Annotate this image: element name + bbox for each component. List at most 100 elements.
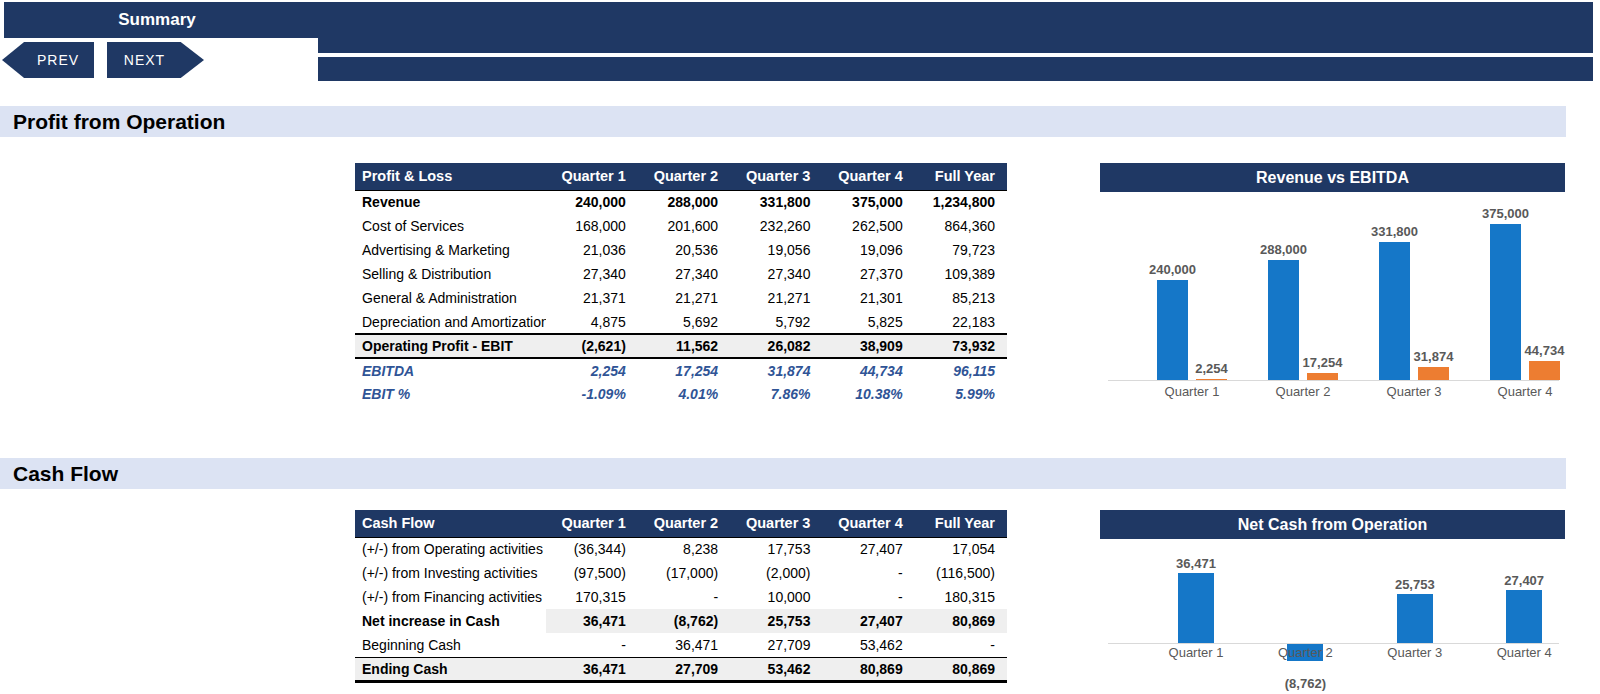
row-label: Beginning Cash (355, 633, 546, 657)
cell: 375,000 (822, 190, 914, 214)
cell: 44,734 (822, 358, 914, 382)
cell: 27,709 (638, 657, 730, 681)
next-button[interactable]: NEXT (107, 42, 204, 78)
category-label: Quarter 4 (1498, 384, 1553, 399)
cell: 21,271 (730, 286, 822, 310)
cell: 331,800 (730, 190, 822, 214)
cell: - (546, 633, 638, 657)
category-label: Quarter 3 (1387, 384, 1442, 399)
cell: (36,344) (546, 537, 638, 561)
cell: 2,254 (546, 358, 638, 382)
row-label: Advertising & Marketing (355, 238, 546, 262)
table-row: Revenue240,000288,000331,800375,0001,234… (355, 190, 1007, 214)
data-label: 331,800 (1371, 224, 1418, 239)
column-header: Quarter 3 (730, 163, 822, 190)
cell: (17,000) (638, 561, 730, 585)
section-header-profit: Profit from Operation (0, 106, 1566, 137)
cell: 5,792 (730, 310, 822, 334)
cell: 10.38% (822, 382, 914, 406)
cell: 36,471 (546, 657, 638, 681)
data-label: 240,000 (1149, 262, 1196, 277)
cell: (8,762) (638, 609, 730, 633)
cell: 864,360 (915, 214, 1007, 238)
financial-table: Cash FlowQuarter 1Quarter 2Quarter 3Quar… (355, 510, 1007, 683)
category-label: Quarter 4 (1497, 645, 1552, 660)
table-row: (+/-) from Investing activities(97,500)(… (355, 561, 1007, 585)
net-cash-chart: Net Cash from Operation 36,471Quarter 1(… (1100, 510, 1565, 694)
table-row: EBIT %-1.09%4.01%7.86%10.38%5.99% (355, 382, 1007, 406)
ebitda-bar (1307, 373, 1338, 380)
table-row: Cost of Services168,000201,600232,260262… (355, 214, 1007, 238)
row-label: EBITDA (355, 358, 546, 382)
cell: -1.09% (546, 382, 638, 406)
tab-summary[interactable]: Summary (4, 2, 310, 38)
cell: 4.01% (638, 382, 730, 406)
row-label: Ending Cash (355, 657, 546, 681)
table-row: (+/-) from Financing activities170,315 -1… (355, 585, 1007, 609)
cell: 5,692 (638, 310, 730, 334)
cell: 19,096 (822, 238, 914, 262)
cell: 26,082 (730, 334, 822, 358)
cell: 80,869 (915, 657, 1007, 681)
column-header: Profit & Loss (355, 163, 546, 190)
cell: 17,254 (638, 358, 730, 382)
cell: 79,723 (915, 238, 1007, 262)
cell: 5,825 (822, 310, 914, 334)
cell: 1,234,800 (915, 190, 1007, 214)
revenue-bar (1490, 224, 1521, 380)
cell: 36,471 (546, 609, 638, 633)
cell: (97,500) (546, 561, 638, 585)
row-label: (+/-) from Operating activities (355, 537, 546, 561)
data-label: 44,734 (1525, 343, 1565, 358)
table-row: Selling & Distribution27,34027,34027,340… (355, 262, 1007, 286)
cell: 21,271 (638, 286, 730, 310)
cell: 20,536 (638, 238, 730, 262)
column-header: Quarter 4 (822, 510, 914, 537)
row-label: Net increase in Cash (355, 609, 546, 633)
column-header: Quarter 1 (546, 163, 638, 190)
cell: 170,315 (546, 585, 638, 609)
table-row: EBITDA2,25417,25431,87444,73496,115 (355, 358, 1007, 382)
cell: - (915, 633, 1007, 657)
cell: 38,909 (822, 334, 914, 358)
net-cash-bar (1506, 590, 1542, 643)
row-label: General & Administration (355, 286, 546, 310)
data-label: 25,753 (1395, 577, 1435, 592)
cell: - (822, 561, 914, 585)
table-row: Ending Cash36,47127,70953,46280,86980,86… (355, 657, 1007, 681)
cell: 36,471 (638, 633, 730, 657)
cell: 27,340 (546, 262, 638, 286)
table-row: Net increase in Cash36,471(8,762)25,7532… (355, 609, 1007, 633)
cell: 168,000 (546, 214, 638, 238)
cell: 17,054 (915, 537, 1007, 561)
cell: 232,260 (730, 214, 822, 238)
table-row: Beginning Cash-36,47127,70953,462- (355, 633, 1007, 657)
table-row: Depreciation and Amortization4,8755,6925… (355, 310, 1007, 334)
row-label: (+/-) from Financing activities (355, 585, 546, 609)
cell: 7.86% (730, 382, 822, 406)
table-row: Operating Profit - EBIT(2,621)11,56226,0… (355, 334, 1007, 358)
cell: 5.99% (915, 382, 1007, 406)
cell: 10,000 (730, 585, 822, 609)
cell: 53,462 (822, 633, 914, 657)
cell: 262,500 (822, 214, 914, 238)
cell: 31,874 (730, 358, 822, 382)
cell: 27,407 (822, 537, 914, 561)
worksheet: Summary PREV NEXT Profit from Operation … (0, 0, 1600, 694)
x-axis-line (1108, 380, 1559, 381)
row-label: Cost of Services (355, 214, 546, 238)
data-label: 375,000 (1482, 206, 1529, 221)
data-label: 27,407 (1504, 573, 1544, 588)
cell: (2,000) (730, 561, 822, 585)
cell: 80,869 (915, 609, 1007, 633)
cell: - (822, 585, 914, 609)
chart-plot-area: 36,471Quarter 1(8,762)Quarter 225,753Qua… (1100, 510, 1565, 694)
row-label: Operating Profit - EBIT (355, 334, 546, 358)
table-row: Advertising & Marketing21,03620,53619,05… (355, 238, 1007, 262)
prev-button[interactable]: PREV (2, 42, 94, 78)
ebitda-bar (1529, 361, 1560, 380)
table-row: General & Administration21,37121,27121,2… (355, 286, 1007, 310)
cell: 109,389 (915, 262, 1007, 286)
revenue-bar (1268, 260, 1299, 380)
ebitda-bar (1196, 379, 1227, 380)
